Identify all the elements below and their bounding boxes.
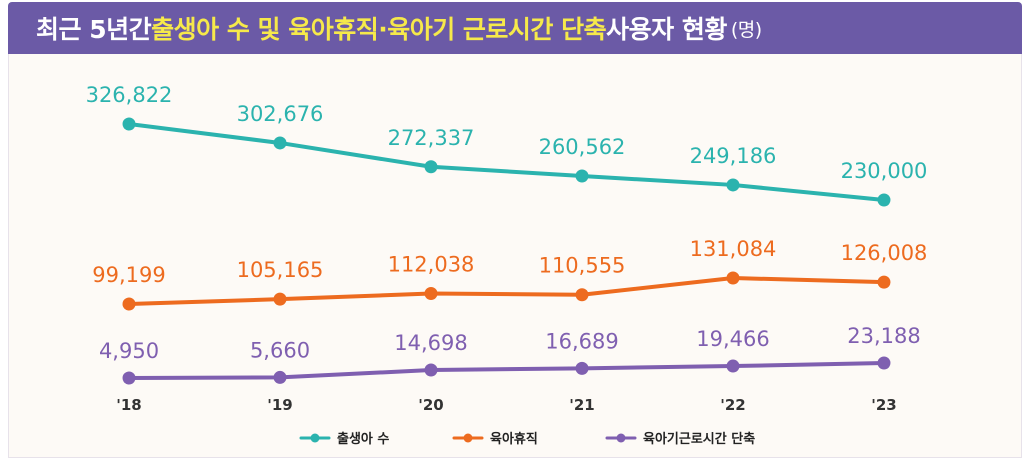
data-point: [877, 356, 891, 370]
data-label: 105,165: [237, 258, 324, 282]
series-line: [127, 361, 886, 380]
chart-title-highlight: 출생아 수 및 육아휴직·육아기 근로시간 단축: [151, 15, 607, 44]
chart-title-suffix: 사용자 현황: [606, 15, 727, 44]
data-label: 112,038: [388, 253, 475, 277]
data-label: 23,188: [847, 324, 920, 348]
legend-label: 육아휴직: [490, 431, 538, 447]
data-point: [575, 361, 589, 375]
data-label: 326,822: [86, 83, 173, 107]
data-point: [575, 169, 589, 183]
x-tick-label: '23: [871, 396, 896, 414]
data-label: 99,199: [92, 263, 165, 287]
data-label: 272,337: [388, 126, 475, 150]
legend-swatch-marker: [463, 433, 473, 443]
data-point: [273, 136, 287, 150]
x-tick-label: '20: [418, 396, 443, 414]
chart-title-prefix: 최근 5년간: [36, 15, 152, 44]
data-point: [726, 178, 740, 192]
legend-label: 출생아 수: [337, 431, 389, 447]
data-point: [122, 371, 136, 385]
chart-panel: 326,822 302,676 272,337 260,562 249,186 230,0…: [8, 54, 1022, 458]
data-point: [122, 117, 136, 131]
data-point: [424, 363, 438, 377]
legend-swatch-marker: [616, 433, 626, 443]
data-point: [726, 359, 740, 373]
series-line: [127, 276, 886, 306]
x-tick-label: '21: [569, 396, 594, 414]
data-label: 302,676: [237, 102, 324, 126]
data-label: 110,555: [539, 254, 626, 278]
data-point: [273, 292, 287, 306]
data-label: 19,466: [696, 327, 769, 351]
data-label: 14,698: [394, 331, 467, 355]
legend-swatch-marker: [310, 433, 320, 443]
x-tick-label: '18: [116, 396, 141, 414]
x-tick-label: '22: [720, 396, 745, 414]
data-label: 5,660: [250, 338, 310, 362]
data-label: 16,689: [545, 329, 618, 353]
data-label: 260,562: [539, 135, 626, 159]
data-point: [424, 160, 438, 174]
data-point: [122, 297, 136, 311]
data-label: 230,000: [841, 159, 928, 183]
series-line: [127, 122, 886, 202]
chart-title-unit: (명): [730, 18, 762, 41]
title-bar: 최근 5년간 출생아 수 및 육아휴직·육아기 근로시간 단축 사용자 현황 (…: [8, 2, 1022, 54]
data-label: 249,186: [690, 144, 777, 168]
data-label: 131,084: [690, 237, 777, 261]
data-point: [424, 287, 438, 301]
legend-label: 육아기근로시간 단축: [643, 431, 755, 447]
data-point: [726, 271, 740, 285]
data-label: 126,008: [841, 241, 928, 265]
data-point: [273, 370, 287, 384]
data-point: [877, 275, 891, 289]
line-chart: 326,822 302,676 272,337 260,562 249,186 230,0…: [86, 83, 928, 447]
data-point: [877, 193, 891, 207]
x-tick-label: '19: [267, 396, 292, 414]
data-label: 4,950: [99, 339, 159, 363]
data-point: [575, 288, 589, 302]
